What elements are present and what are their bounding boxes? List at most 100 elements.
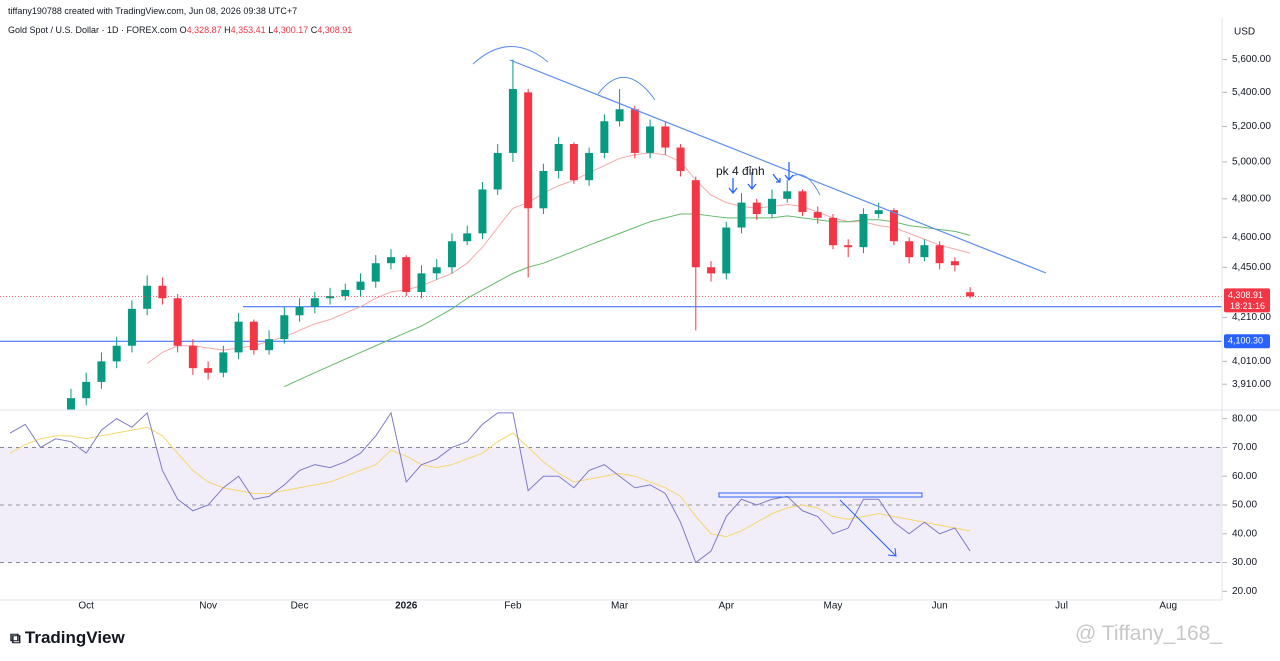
candle-body	[691, 180, 700, 268]
candle-body	[188, 345, 197, 369]
legend: Gold Spot / U.S. Dollar · 1D · FOREX.com…	[8, 25, 352, 35]
moving-average	[146, 152, 971, 365]
candle-body	[417, 273, 426, 292]
y-tick-label: 80.00	[1232, 413, 1257, 424]
candle-body	[554, 144, 563, 172]
y-tick-label: 5,600.00	[1232, 54, 1271, 65]
price-label: 4,100.30	[1228, 336, 1263, 346]
candle-body	[234, 321, 243, 353]
y-tick-label: 50.00	[1232, 500, 1257, 511]
y-tick-label: 60.00	[1232, 471, 1257, 482]
trendline	[509, 59, 1047, 274]
countdown: 18:21:16	[1230, 301, 1265, 311]
price-label-box	[1224, 334, 1270, 349]
y-tick-label: 4,600.00	[1232, 232, 1271, 243]
candle-body	[158, 285, 167, 299]
annotation: pk 4 đỉnh	[716, 164, 765, 178]
ohlc-key: L	[268, 25, 274, 35]
candle-body	[82, 381, 91, 399]
candle-body	[859, 214, 868, 248]
y-tick-label: 30.00	[1232, 557, 1257, 568]
arc	[597, 77, 656, 101]
ohlc-value: 4,308.91	[317, 25, 353, 35]
candle-body	[173, 298, 182, 346]
rsi-line	[9, 411, 971, 564]
last-price-box	[1224, 288, 1270, 313]
ohlc-value: 4,300.17	[273, 25, 309, 35]
candle-body	[935, 245, 944, 264]
candle-body	[265, 339, 274, 351]
ohlc-key: C	[310, 25, 318, 35]
x-tick-label: Oct	[78, 601, 94, 612]
candle-body	[295, 306, 304, 316]
candle-body	[478, 189, 487, 234]
candle-body	[463, 233, 472, 242]
currency: USD	[1234, 27, 1255, 38]
candle-body	[21, 439, 29, 446]
x-tick-label: Apr	[718, 601, 734, 612]
y-tick-label: 4,800.00	[1232, 193, 1271, 204]
x-tick-label: Dec	[291, 601, 309, 612]
candle-body	[36, 429, 44, 439]
candle-body	[813, 212, 822, 218]
rsi-box	[718, 492, 923, 498]
arrows	[728, 162, 794, 195]
candle-body	[889, 210, 898, 242]
x-tick-label: Feb	[504, 601, 522, 612]
x-tick-label: Nov	[199, 601, 217, 612]
candle-body	[828, 217, 837, 246]
candle-body	[768, 198, 776, 215]
candle-body	[524, 92, 533, 209]
x-tick-label: Mar	[611, 601, 629, 612]
candle-body	[326, 296, 335, 299]
candle-body	[356, 281, 365, 290]
y-tick-label: 5,000.00	[1232, 157, 1271, 168]
candle-body	[783, 191, 792, 199]
x-tick-label: Aug	[1159, 601, 1177, 612]
candle-body	[707, 267, 716, 274]
x-tick-label: May	[824, 601, 843, 612]
candle-body	[66, 398, 75, 410]
candle-body	[127, 308, 136, 346]
candle-body	[950, 261, 959, 266]
candle-body	[371, 263, 380, 282]
candle-body	[844, 245, 853, 248]
credit: tiffany190788 created with TradingView.c…	[8, 6, 298, 16]
candle-body	[508, 89, 517, 153]
brand[interactable]: ⧉ TradingView	[10, 628, 125, 647]
candle-body	[493, 152, 502, 190]
candle-body	[447, 241, 456, 268]
candle-body	[798, 191, 807, 213]
candle-body	[737, 202, 746, 228]
candle-body	[615, 109, 624, 122]
candle-body	[280, 315, 289, 340]
candle-body	[585, 152, 594, 181]
y-tick-label: 4,010.00	[1232, 356, 1271, 367]
x-tick-label: 2026	[395, 601, 418, 612]
moving-average	[284, 213, 971, 387]
ohlc-key: O	[179, 25, 187, 35]
candle-body	[752, 202, 761, 215]
ohlc-key: H	[224, 25, 231, 35]
candle-body	[249, 321, 258, 351]
candle-body	[630, 109, 639, 153]
candle-body	[874, 210, 883, 215]
candle-body	[97, 361, 106, 382]
candle-body	[539, 171, 548, 209]
brand-text[interactable]: TradingView	[24, 628, 125, 647]
y-tick-label: 40.00	[1232, 528, 1257, 539]
rsi-arrow	[839, 499, 897, 557]
candle-body	[143, 285, 152, 309]
candle-body	[722, 227, 731, 274]
candle-body	[966, 292, 975, 297]
last-price-label: 4,308.91	[1228, 290, 1263, 300]
y-tick-label: 4,450.00	[1232, 262, 1271, 273]
candle-body	[52, 420, 60, 430]
candle-body	[310, 298, 319, 307]
candle-body	[204, 368, 213, 373]
x-tick-label: Jun	[932, 601, 948, 612]
candle-body	[646, 126, 655, 153]
y-tick-label: 3,910.00	[1232, 379, 1271, 390]
arc	[472, 46, 549, 65]
